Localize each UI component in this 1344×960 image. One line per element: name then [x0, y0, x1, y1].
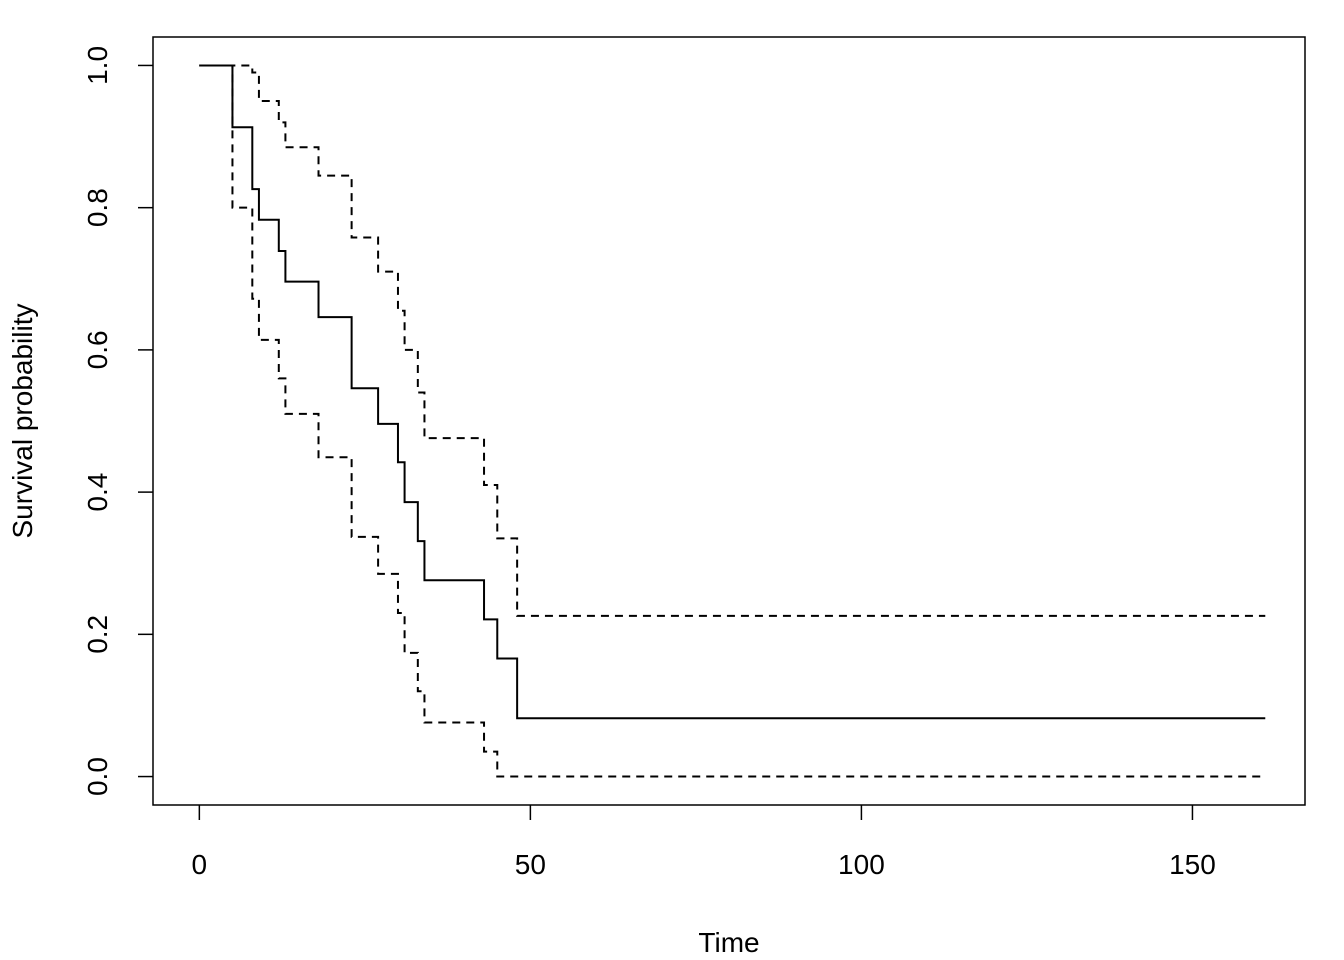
y-tick-label: 1.0: [82, 46, 113, 85]
x-tick-label: 50: [515, 849, 546, 880]
y-tick-label: 0.2: [82, 615, 113, 654]
y-tick-label: 0.4: [82, 473, 113, 512]
y-axis: 0.0 0.2 0.4 0.6 0.8 1.0: [82, 46, 153, 796]
plot-frame: [152, 36, 1306, 806]
series-group: [199, 64, 1266, 778]
y-tick-label: 0.6: [82, 330, 113, 369]
y-tick-label: 0.8: [82, 188, 113, 227]
survival-curve-line: [199, 64, 1266, 720]
y-tick-label: 0.0: [82, 757, 113, 796]
x-axis: 0 50 100 150: [192, 805, 1216, 880]
x-tick-label: 100: [838, 849, 885, 880]
lower-confidence-band-line: [199, 64, 1266, 778]
y-axis-label: Survival probability: [7, 304, 38, 539]
x-tick-label: 0: [192, 849, 208, 880]
x-axis-label: Time: [698, 927, 759, 958]
x-tick-label: 150: [1169, 849, 1216, 880]
upper-confidence-band-line: [199, 64, 1266, 617]
